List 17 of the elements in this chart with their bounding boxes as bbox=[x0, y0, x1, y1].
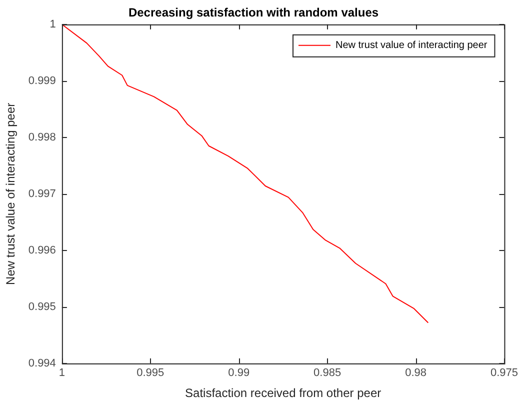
y-tick-label: 0.997 bbox=[28, 188, 56, 200]
y-tick-label: 0.999 bbox=[28, 74, 56, 87]
y-tick-label: 0.995 bbox=[28, 300, 56, 313]
y-tick-label: 0.998 bbox=[28, 131, 56, 144]
chart-title: Decreasing satisfaction with random values bbox=[128, 6, 379, 20]
x-tick-label: 1 bbox=[58, 367, 65, 380]
x-tick-label: 0.98 bbox=[405, 367, 426, 380]
y-tick-label: 0.994 bbox=[28, 357, 56, 370]
y-tick-label: 1 bbox=[50, 18, 56, 30]
legend-label: New trust value of interacting peer bbox=[335, 40, 488, 52]
y-axis-title: New trust value of interacting peer bbox=[4, 102, 18, 285]
x-tick-label: 0.99 bbox=[228, 367, 250, 380]
x-tick-label: 0.995 bbox=[136, 367, 164, 380]
x-tick-label: 0.985 bbox=[314, 367, 342, 380]
y-tick-label: 0.996 bbox=[28, 244, 56, 256]
x-tick-label: 0.975 bbox=[490, 367, 518, 380]
x-axis-title: Satisfaction received from other peer bbox=[185, 386, 382, 400]
